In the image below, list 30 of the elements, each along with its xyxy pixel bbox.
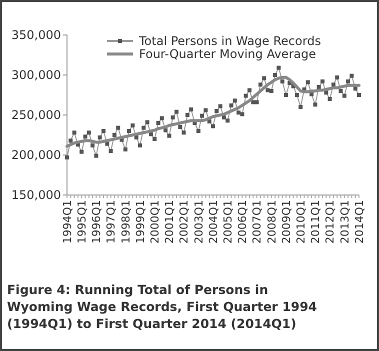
x-tick-label: 1996Q1 [90, 200, 104, 244]
x-tick-label: 1997Q1 [104, 200, 118, 244]
x-tick-label: 2001Q1 [163, 200, 176, 244]
text: Figure 4: Running Total of Persons in Wyoming Wage Records, First Quarter 1994 (1994Q1) to First Quarter 2014 (2014Q1) [7, 282, 318, 331]
y-tick-label: 300,000 [11, 68, 61, 82]
line-series [66, 76, 360, 148]
x-tick-label: 2007Q1 [250, 200, 264, 244]
x-tick-label: 2002Q1 [178, 200, 191, 244]
legend-label: Total Persons in Wage Records [138, 34, 321, 48]
y-tick-label: 200,000 [11, 148, 61, 162]
y-tick-label: 150,000 [11, 188, 61, 202]
y-tick-label: 250,000 [11, 108, 61, 122]
x-tick-label: 1998Q1 [119, 200, 132, 244]
x-tick-label: 2012Q1 [324, 200, 337, 244]
x-tick-label: 2009Q1 [280, 200, 293, 244]
x-tick-label: 2005Q1 [221, 200, 234, 244]
legend-label: Four-Quarter Moving Average [139, 47, 316, 62]
x-tick-label: 2004Q1 [206, 200, 220, 244]
x-tick-label: 2006Q1 [236, 200, 250, 244]
x-tick-label: 2010Q1 [294, 200, 308, 244]
x-tick-label: 2003Q1 [192, 200, 206, 244]
x-tick-label: 2008Q1 [265, 200, 278, 244]
x-tick-label: 2000Q1 [148, 200, 162, 244]
x-tick-label: 1995Q1 [75, 200, 88, 244]
x-tick-label: 1999Q1 [134, 200, 147, 244]
x-tick-label: 2013Q1 [338, 200, 352, 244]
x-tick-label: 1994Q1 [60, 200, 74, 244]
y-tick-label: 350,000 [11, 28, 61, 42]
x-tick-label: 2011Q1 [309, 200, 322, 244]
x-tick-label: 2014Q1 [352, 200, 366, 244]
